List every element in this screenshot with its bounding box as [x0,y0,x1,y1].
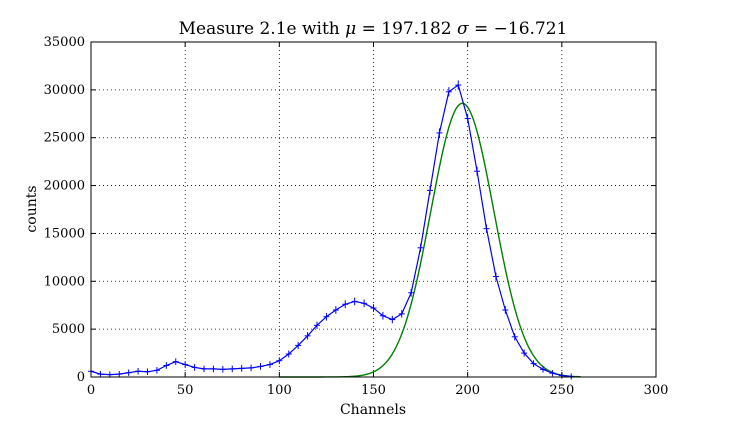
title-mu-symbol: μ [345,19,356,39]
data-point [474,166,481,176]
data-point [502,306,509,314]
gaussian-fit-line [279,102,581,378]
x-tick-label: 250 [549,383,574,398]
data-point [295,341,302,349]
title-mu-value: = 197.182 [356,19,457,39]
data-point [351,297,358,306]
data-point [97,370,104,378]
data-point [125,369,132,376]
y-tick-label: 0 [77,370,85,385]
x-tick-label: 100 [267,383,292,398]
data-point [408,288,415,297]
fit-series [279,102,581,378]
ticks: 0 50 100 150 200 250 300 0 5000 10000 15000 20000 25… [44,35,669,398]
data-point [436,128,443,138]
x-tick-label: 0 [87,383,95,398]
y-tick-label: 15000 [44,226,85,241]
data-point [361,299,368,308]
data-point [427,186,433,195]
y-tick-label: 25000 [44,131,85,146]
title-sigma-value: = −16.721 [469,19,568,39]
data-point [492,272,499,281]
data-point [201,365,207,373]
data-point [314,321,320,330]
data-point [549,369,556,377]
data-point [229,365,236,373]
data-point [248,364,255,372]
data-point [417,243,424,252]
data-point [370,304,377,312]
y-axis-label: counts [24,185,40,232]
data-point [521,349,528,357]
data-point [210,365,217,373]
y-tick-label: 30000 [44,83,85,98]
data-series [88,80,575,380]
data-point [464,113,471,124]
title-sigma-symbol: σ [457,19,469,39]
data-point [323,312,330,321]
data-point [191,364,198,371]
data-point [116,370,123,378]
data-point [144,368,151,375]
title-prefix: Measure 2.1e with [179,19,346,39]
y-tick-label: 35000 [44,35,85,50]
y-tick-label: 20000 [44,179,85,194]
x-tick-label: 150 [361,383,386,398]
chart-title: Measure 2.1e with μ = 197.182 σ = −16.72… [179,19,568,39]
data-point [332,306,339,314]
data-point [398,310,405,318]
x-tick-label: 200 [455,383,480,398]
data-point [153,367,160,374]
data-point [342,300,349,309]
data-point [172,358,179,366]
data-point [483,224,490,233]
data-point [276,357,283,365]
data-series-line [90,84,572,378]
data-point [182,361,189,368]
data-point [445,87,452,97]
x-tick-label: 50 [177,383,194,398]
data-point [304,332,311,340]
data-point [135,368,142,375]
data-point [285,350,292,358]
data-point [257,363,264,370]
grid [91,42,656,377]
data-point [455,80,462,90]
data-point [238,365,245,372]
data-point [530,360,537,367]
data-point [266,361,273,368]
x-tick-label: 300 [644,383,669,398]
y-tick-label: 5000 [52,322,85,337]
data-point [389,315,396,324]
data-point [163,362,170,369]
y-tick-label: 10000 [44,274,85,289]
data-point [219,366,226,373]
data-point [540,366,546,373]
data-point [511,333,518,341]
x-axis-label: Channels [340,402,406,418]
data-point [379,311,386,320]
